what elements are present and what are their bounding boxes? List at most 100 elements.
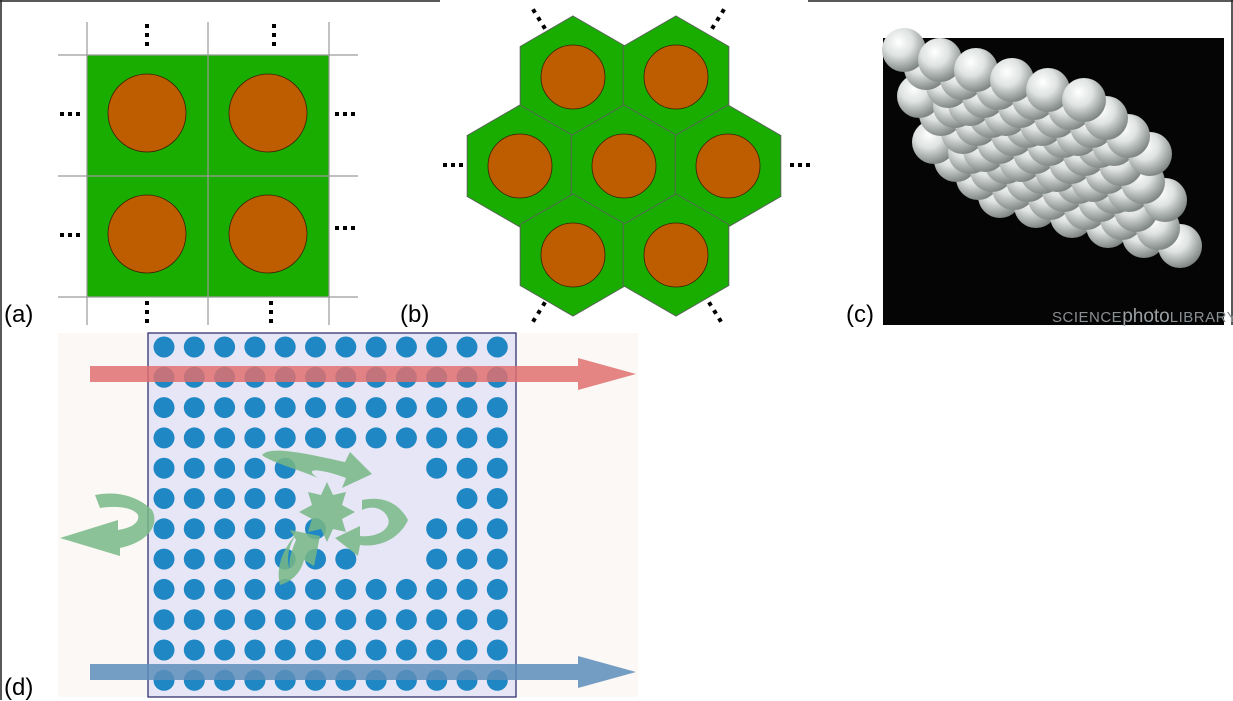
blue-dot — [153, 518, 175, 540]
blue-dot — [244, 457, 266, 479]
blue-dot — [426, 548, 448, 570]
blue-dot — [456, 609, 478, 631]
blue-dot — [456, 427, 478, 449]
blue-dot — [183, 518, 205, 540]
sphere — [990, 58, 1034, 102]
blue-dot — [486, 397, 508, 419]
blue-dot — [335, 639, 357, 661]
blue-dot — [335, 548, 357, 570]
watermark-photo: photo — [1122, 306, 1170, 327]
blue-dot — [153, 548, 175, 570]
photo-watermark: SCIENCEphotoLIBRARY — [1052, 306, 1233, 328]
blue-dot — [426, 609, 448, 631]
blue-dot — [426, 427, 448, 449]
orange-disk — [228, 73, 308, 153]
continuation-dots — [60, 24, 355, 323]
blue-dot — [335, 336, 357, 358]
blue-dot — [426, 457, 448, 479]
blue-dot — [486, 639, 508, 661]
blue-dot — [214, 336, 236, 358]
blue-dot — [214, 578, 236, 600]
blue-dot — [214, 397, 236, 419]
blue-dot — [244, 397, 266, 419]
blue-dot — [274, 336, 296, 358]
panel-b-hexagonal-lattice — [466, 15, 782, 317]
blue-dot — [183, 578, 205, 600]
blue-dot — [153, 639, 175, 661]
blue-dot — [244, 578, 266, 600]
orange-disks — [107, 73, 308, 274]
blue-dot — [214, 548, 236, 570]
blue-dot — [183, 336, 205, 358]
watermark-science: SCIENCE — [1052, 309, 1123, 326]
blue-dot — [183, 488, 205, 509]
blue-dot — [244, 639, 266, 661]
blue-dot — [486, 518, 508, 540]
blue-dot — [365, 427, 387, 449]
sphere — [954, 48, 998, 92]
blue-dot — [486, 488, 508, 509]
blue-dot — [153, 609, 175, 631]
blue-dot — [244, 609, 266, 631]
panel-d-flow-diagram — [58, 332, 638, 698]
blue-dot — [335, 397, 357, 419]
orange-disk — [228, 194, 308, 274]
blue-dot — [486, 457, 508, 479]
blue-dot — [244, 518, 266, 540]
blue-dot — [395, 397, 417, 419]
orange-disk — [591, 133, 657, 199]
orange-disk — [643, 222, 709, 288]
blue-dot — [305, 639, 326, 661]
blue-dot — [335, 578, 357, 600]
orange-disk — [107, 194, 187, 274]
panel-c-sphere-photo — [882, 28, 1224, 325]
blue-dot — [395, 639, 417, 661]
watermark-library: LIBRARY — [1169, 309, 1233, 326]
sphere — [882, 28, 926, 72]
blue-dot — [456, 518, 478, 540]
lattice-grid-lines — [58, 22, 358, 325]
sphere — [918, 38, 962, 82]
red-arrow — [90, 358, 636, 390]
panel-label-d: (d) — [4, 674, 34, 701]
orange-disk — [695, 133, 761, 199]
blue-dot — [244, 488, 266, 509]
sphere — [1062, 78, 1106, 122]
blue-dot — [305, 609, 326, 631]
blue-dot — [244, 336, 266, 358]
green-star — [299, 482, 355, 542]
orange-disk — [107, 73, 187, 153]
blue-dot — [244, 427, 266, 449]
blue-dot — [153, 578, 175, 600]
packed-spheres — [882, 28, 1202, 268]
panel-label-b: (b) — [400, 301, 430, 328]
blue-dot — [486, 336, 508, 358]
blue-dot — [395, 578, 417, 600]
blue-dot — [456, 548, 478, 570]
blue-dot — [426, 397, 448, 419]
green-scatter-arrows — [60, 450, 408, 585]
blue-dot — [305, 397, 326, 419]
blue-dot — [274, 609, 296, 631]
hex-continuation-dots — [443, 8, 810, 323]
blue-dot — [214, 609, 236, 631]
blue-dot — [153, 397, 175, 419]
blue-dot — [183, 457, 205, 479]
blue-dot — [183, 548, 205, 570]
blue-dot — [183, 639, 205, 661]
blue-dot — [486, 548, 508, 570]
blue-dot — [214, 639, 236, 661]
blue-dot — [305, 336, 326, 358]
blue-dot — [274, 518, 296, 540]
sphere — [1026, 68, 1070, 112]
blue-dot — [365, 639, 387, 661]
blue-dot — [456, 457, 478, 479]
blue-dot — [365, 578, 387, 600]
blue-dot — [365, 609, 387, 631]
blue-dot — [365, 336, 387, 358]
blue-dot — [456, 336, 478, 358]
blue-dot — [426, 336, 448, 358]
blue-dot — [214, 427, 236, 449]
blue-dot — [395, 336, 417, 358]
